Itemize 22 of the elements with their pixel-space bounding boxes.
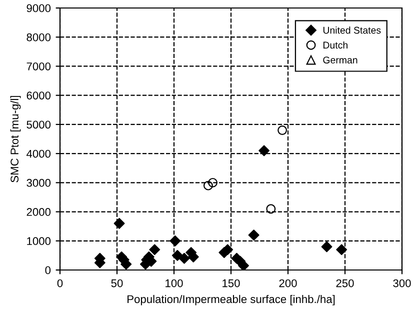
x-tick-label: 50 (111, 279, 123, 288)
x-tick-label: 0 (57, 279, 63, 288)
y-tick-label: 8000 (26, 33, 51, 42)
y-tick-label: 3000 (26, 178, 51, 187)
legend-label: German (323, 56, 358, 64)
y-tick-label: 1000 (27, 237, 51, 246)
legend-label: Dutch (323, 41, 348, 49)
x-tick-label: 250 (336, 279, 354, 288)
y-tick-label: 4000 (26, 150, 51, 158)
x-tick-label: 100 (166, 279, 183, 288)
x-tick-label: 150 (222, 279, 240, 288)
x-tick-label: 200 (279, 279, 297, 288)
x-axis-title: Population/Impermeable surface [inhb./ha] (128, 294, 335, 306)
legend-label: United States (323, 26, 381, 34)
x-tick-label: 300 (393, 279, 411, 288)
y-tick-label: 2000 (26, 208, 51, 216)
y-tick-label: 5000 (26, 120, 51, 129)
y-tick-label: 6000 (26, 92, 51, 100)
y-axis-title: SMC Ptot [mu-g/l] (10, 96, 21, 182)
y-tick-label: 0 (45, 266, 51, 274)
y-tick-label: 7000 (26, 62, 51, 70)
y-tick-label: 9000 (26, 4, 51, 12)
